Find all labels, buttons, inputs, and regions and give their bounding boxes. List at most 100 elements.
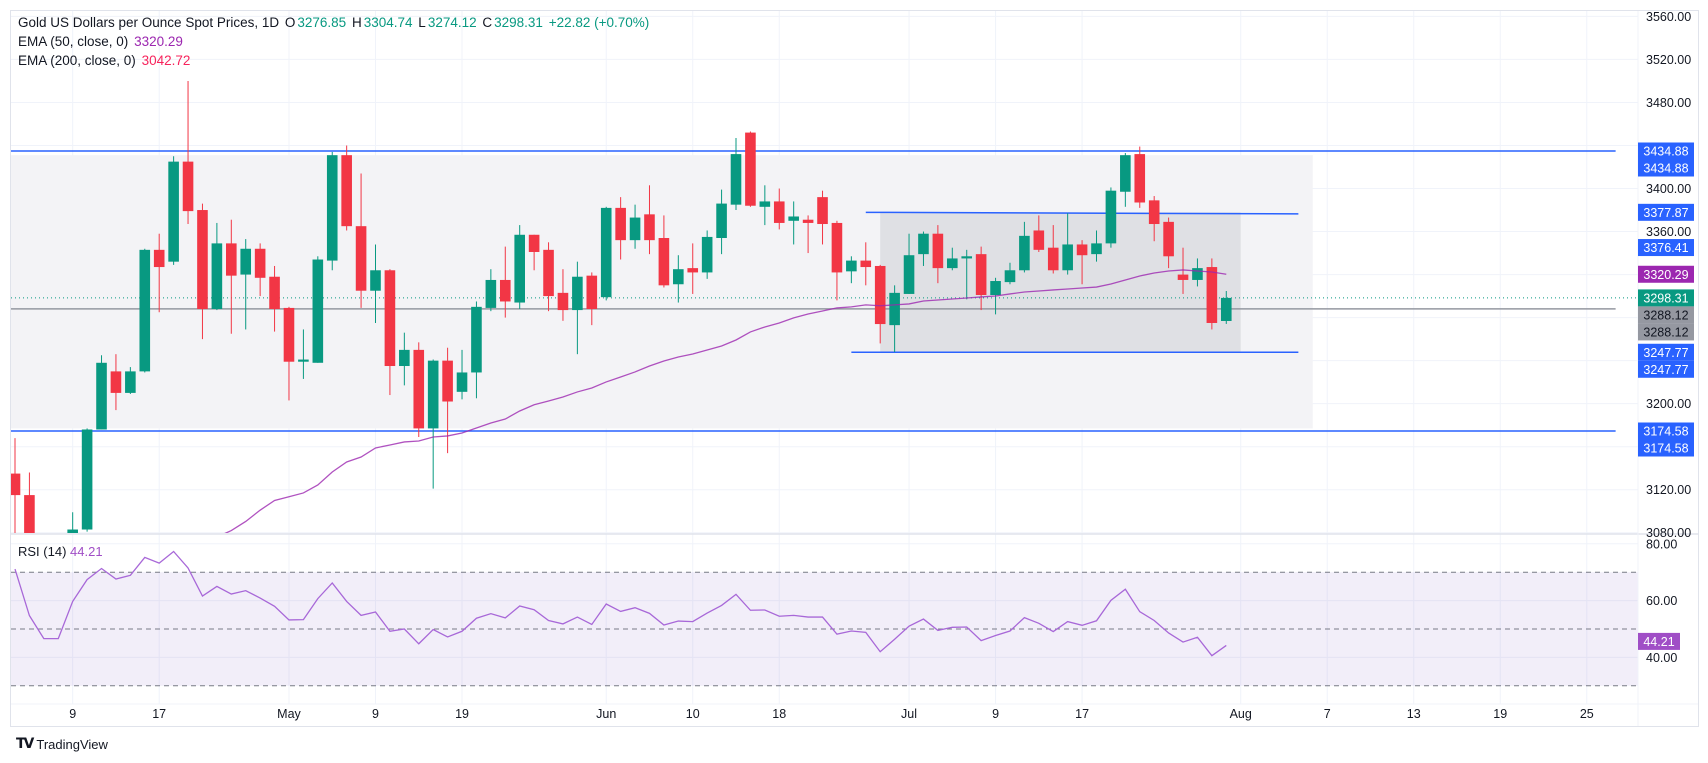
candle-body — [1062, 244, 1073, 271]
candle-down — [874, 264, 886, 344]
price-tick-label: 3200.00 — [1646, 397, 1691, 411]
candle-up — [1062, 213, 1073, 275]
candle-body — [499, 279, 511, 302]
rsi-value-box — [1638, 632, 1680, 650]
candle-down — [1177, 247, 1189, 294]
rsi-legend[interactable]: RSI (14) 44.21 — [18, 544, 103, 559]
change-value: +22.82 (+0.70%) — [548, 15, 650, 30]
price-label-text: 3434.88 — [1643, 145, 1688, 159]
candle-body — [153, 249, 165, 268]
candle-up — [514, 225, 525, 309]
time-tick-label: 7 — [1324, 707, 1331, 721]
candles-layer — [11, 80, 1232, 533]
candle-body — [1192, 268, 1203, 280]
candle-down — [226, 219, 237, 334]
candle-up — [716, 189, 727, 255]
candle-up — [96, 355, 107, 430]
ema200-value: 3042.72 — [141, 53, 191, 68]
candle-body — [557, 292, 569, 311]
price-axis-label: 3247.77 — [1638, 360, 1694, 378]
candle-down — [860, 242, 872, 286]
candle-body — [1019, 235, 1030, 271]
candle-up — [211, 222, 223, 311]
rsi-tick-label: 60.00 — [1646, 594, 1677, 608]
time-tick-label: 9 — [69, 707, 76, 721]
candle-up — [1019, 221, 1030, 273]
time-tick-label: Jun — [596, 707, 616, 721]
ema50-legend[interactable]: EMA (50, close, 0) 3320.29 — [18, 33, 185, 51]
candle-body — [687, 268, 699, 273]
candle-body — [773, 201, 785, 223]
price-label-text: 3174.58 — [1643, 442, 1688, 456]
candle-body — [831, 222, 843, 273]
close-label: C — [482, 15, 493, 30]
high-label: H — [351, 15, 362, 30]
candle-body — [903, 255, 915, 294]
candle-body — [298, 359, 309, 362]
candle-body — [168, 161, 179, 262]
rsi-line — [14, 550, 1227, 657]
axes-layer[interactable]: 3560.00 3520.00 3480.00 3400.00 3360.00 3200.… — [69, 10, 1694, 721]
price-label-text: 3320.29 — [1643, 268, 1688, 282]
candle-body — [211, 243, 223, 309]
candle-body — [802, 219, 814, 223]
price-tick-label: 3480.00 — [1646, 96, 1691, 110]
candle-up — [600, 206, 612, 301]
candle-up — [312, 256, 324, 363]
candle-up — [961, 249, 973, 300]
candle-body — [370, 270, 381, 291]
price-axis-label: 3174.58 — [1638, 439, 1694, 457]
candle-up — [1105, 187, 1117, 248]
time-tick-label: Aug — [1230, 707, 1252, 721]
candle-body — [125, 371, 136, 393]
price-tick-label: 3400.00 — [1646, 182, 1691, 196]
symbol-legend[interactable]: Gold US Dollars per Ounce Spot Prices, 1… — [18, 14, 651, 32]
candle-body — [384, 270, 396, 367]
candle-up — [399, 332, 410, 386]
candle-body — [254, 248, 266, 278]
consolidation-box — [880, 212, 1241, 353]
candle-body — [1177, 274, 1189, 280]
candle-body — [355, 226, 367, 291]
price-axis-label: 3376.41 — [1638, 239, 1694, 257]
candle-up — [788, 201, 799, 245]
time-tick-label: 25 — [1580, 707, 1594, 721]
price-axis-label: 3288.12 — [1638, 306, 1694, 324]
candle-body — [1033, 230, 1045, 250]
price-label-text: 3247.77 — [1643, 363, 1688, 377]
candle-up — [471, 301, 482, 399]
candle-body — [139, 249, 151, 372]
candle-down — [543, 242, 554, 312]
candle-up — [326, 151, 338, 271]
candle-down — [384, 269, 396, 396]
ema50-line — [224, 269, 1227, 533]
candle-down — [341, 145, 352, 231]
candle-body — [1091, 243, 1102, 255]
candle-body — [110, 371, 122, 393]
price-axis-label: 3247.77 — [1638, 343, 1694, 361]
candle-body — [730, 154, 742, 205]
close-value: 3298.31 — [494, 15, 543, 30]
candle-down — [153, 233, 165, 313]
candle-body — [918, 233, 929, 255]
candle-body — [658, 238, 670, 286]
candle-body — [485, 279, 497, 308]
candle-up — [730, 137, 742, 211]
candle-body — [341, 155, 352, 227]
candle-body — [81, 429, 93, 530]
candle-down — [773, 188, 785, 230]
drawings-layer[interactable] — [11, 150, 1638, 432]
candle-up — [125, 367, 136, 394]
candle-up — [846, 256, 857, 284]
candle-body — [860, 260, 872, 268]
candle-down — [1076, 240, 1088, 285]
candle-body — [932, 233, 944, 269]
price-label-text: 3298.31 — [1643, 291, 1688, 305]
candle-body — [990, 281, 1001, 296]
candle-body — [788, 216, 799, 221]
time-tick-label: 10 — [686, 707, 700, 721]
ema200-legend[interactable]: EMA (200, close, 0) 3042.72 — [18, 52, 192, 70]
tradingview-branding[interactable]: 𝗧𝗩 TradingView — [16, 736, 108, 752]
